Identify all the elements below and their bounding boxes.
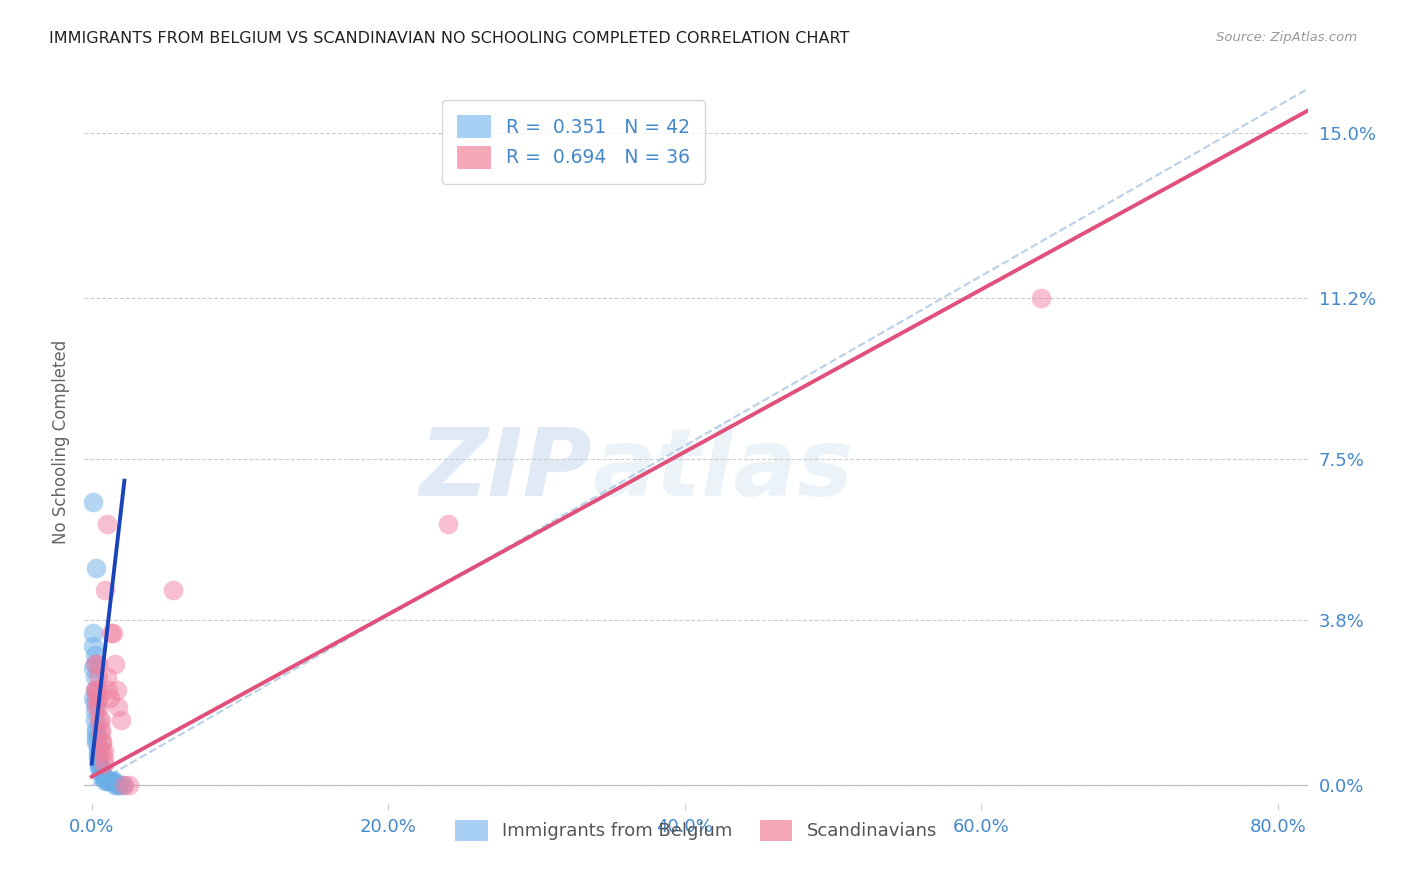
Point (83, 669, 105, 683)
Point (112, 778, 135, 792)
Point (108, 778, 131, 792)
Point (91, 735, 114, 749)
Point (83, 657, 105, 671)
Point (101, 626, 124, 640)
Point (93, 770, 115, 784)
Point (162, 582, 184, 597)
Point (118, 778, 141, 792)
Point (96, 517, 118, 532)
Text: Source: ZipAtlas.com: Source: ZipAtlas.com (1216, 31, 1357, 45)
Point (1029, 291, 1052, 305)
Point (94, 774, 117, 789)
Point (93, 743, 115, 757)
Point (83, 713, 105, 727)
Point (84, 691, 107, 706)
Point (105, 682, 128, 697)
Point (91, 765, 114, 780)
Point (82, 626, 104, 640)
Point (98, 691, 121, 706)
Point (89, 761, 111, 775)
Point (86, 743, 108, 757)
Point (89, 700, 111, 714)
Point (84, 682, 107, 697)
Point (84, 561, 107, 575)
Point (90, 761, 112, 775)
Point (103, 774, 125, 789)
Point (84, 700, 107, 714)
Point (83, 696, 105, 710)
Point (101, 774, 124, 789)
Point (84, 726, 107, 740)
Point (90, 765, 112, 780)
Point (83, 705, 105, 719)
Point (82, 495, 104, 509)
Point (91, 735, 114, 749)
Point (86, 747, 108, 762)
Point (91, 743, 114, 757)
Point (86, 682, 108, 697)
Point (83, 682, 105, 697)
Point (100, 626, 122, 640)
Point (86, 752, 108, 766)
Text: ZIP: ZIP (419, 425, 592, 516)
Point (94, 582, 117, 597)
Point (111, 778, 134, 792)
Point (96, 669, 118, 683)
Text: atlas: atlas (592, 425, 853, 516)
Point (97, 682, 120, 697)
Point (89, 756, 111, 771)
Y-axis label: No Schooling Completed: No Schooling Completed (52, 340, 70, 543)
Point (86, 669, 108, 683)
Point (86, 657, 108, 671)
Point (104, 657, 127, 671)
Point (84, 735, 107, 749)
Point (107, 778, 129, 792)
Point (84, 722, 107, 736)
Point (104, 778, 127, 792)
Point (83, 682, 105, 697)
Point (86, 739, 108, 754)
Point (89, 691, 111, 706)
Point (83, 657, 105, 671)
Point (93, 756, 115, 771)
Point (97, 774, 120, 789)
Point (82, 639, 104, 653)
Legend: Immigrants from Belgium, Scandinavians: Immigrants from Belgium, Scandinavians (449, 813, 943, 848)
Point (90, 713, 112, 727)
Point (89, 756, 111, 771)
Point (98, 774, 121, 789)
Point (96, 774, 118, 789)
Point (100, 774, 122, 789)
Point (90, 726, 112, 740)
Text: IMMIGRANTS FROM BELGIUM VS SCANDINAVIAN NO SCHOOLING COMPLETED CORRELATION CHART: IMMIGRANTS FROM BELGIUM VS SCANDINAVIAN … (49, 31, 849, 46)
Point (84, 731, 107, 745)
Point (93, 752, 115, 766)
Point (89, 713, 111, 727)
Point (107, 700, 129, 714)
Point (90, 722, 112, 736)
Point (105, 778, 128, 792)
Point (110, 713, 132, 727)
Point (83, 648, 105, 662)
Point (91, 770, 114, 784)
Point (82, 691, 104, 706)
Point (82, 661, 104, 675)
Point (93, 770, 115, 784)
Point (436, 517, 458, 532)
